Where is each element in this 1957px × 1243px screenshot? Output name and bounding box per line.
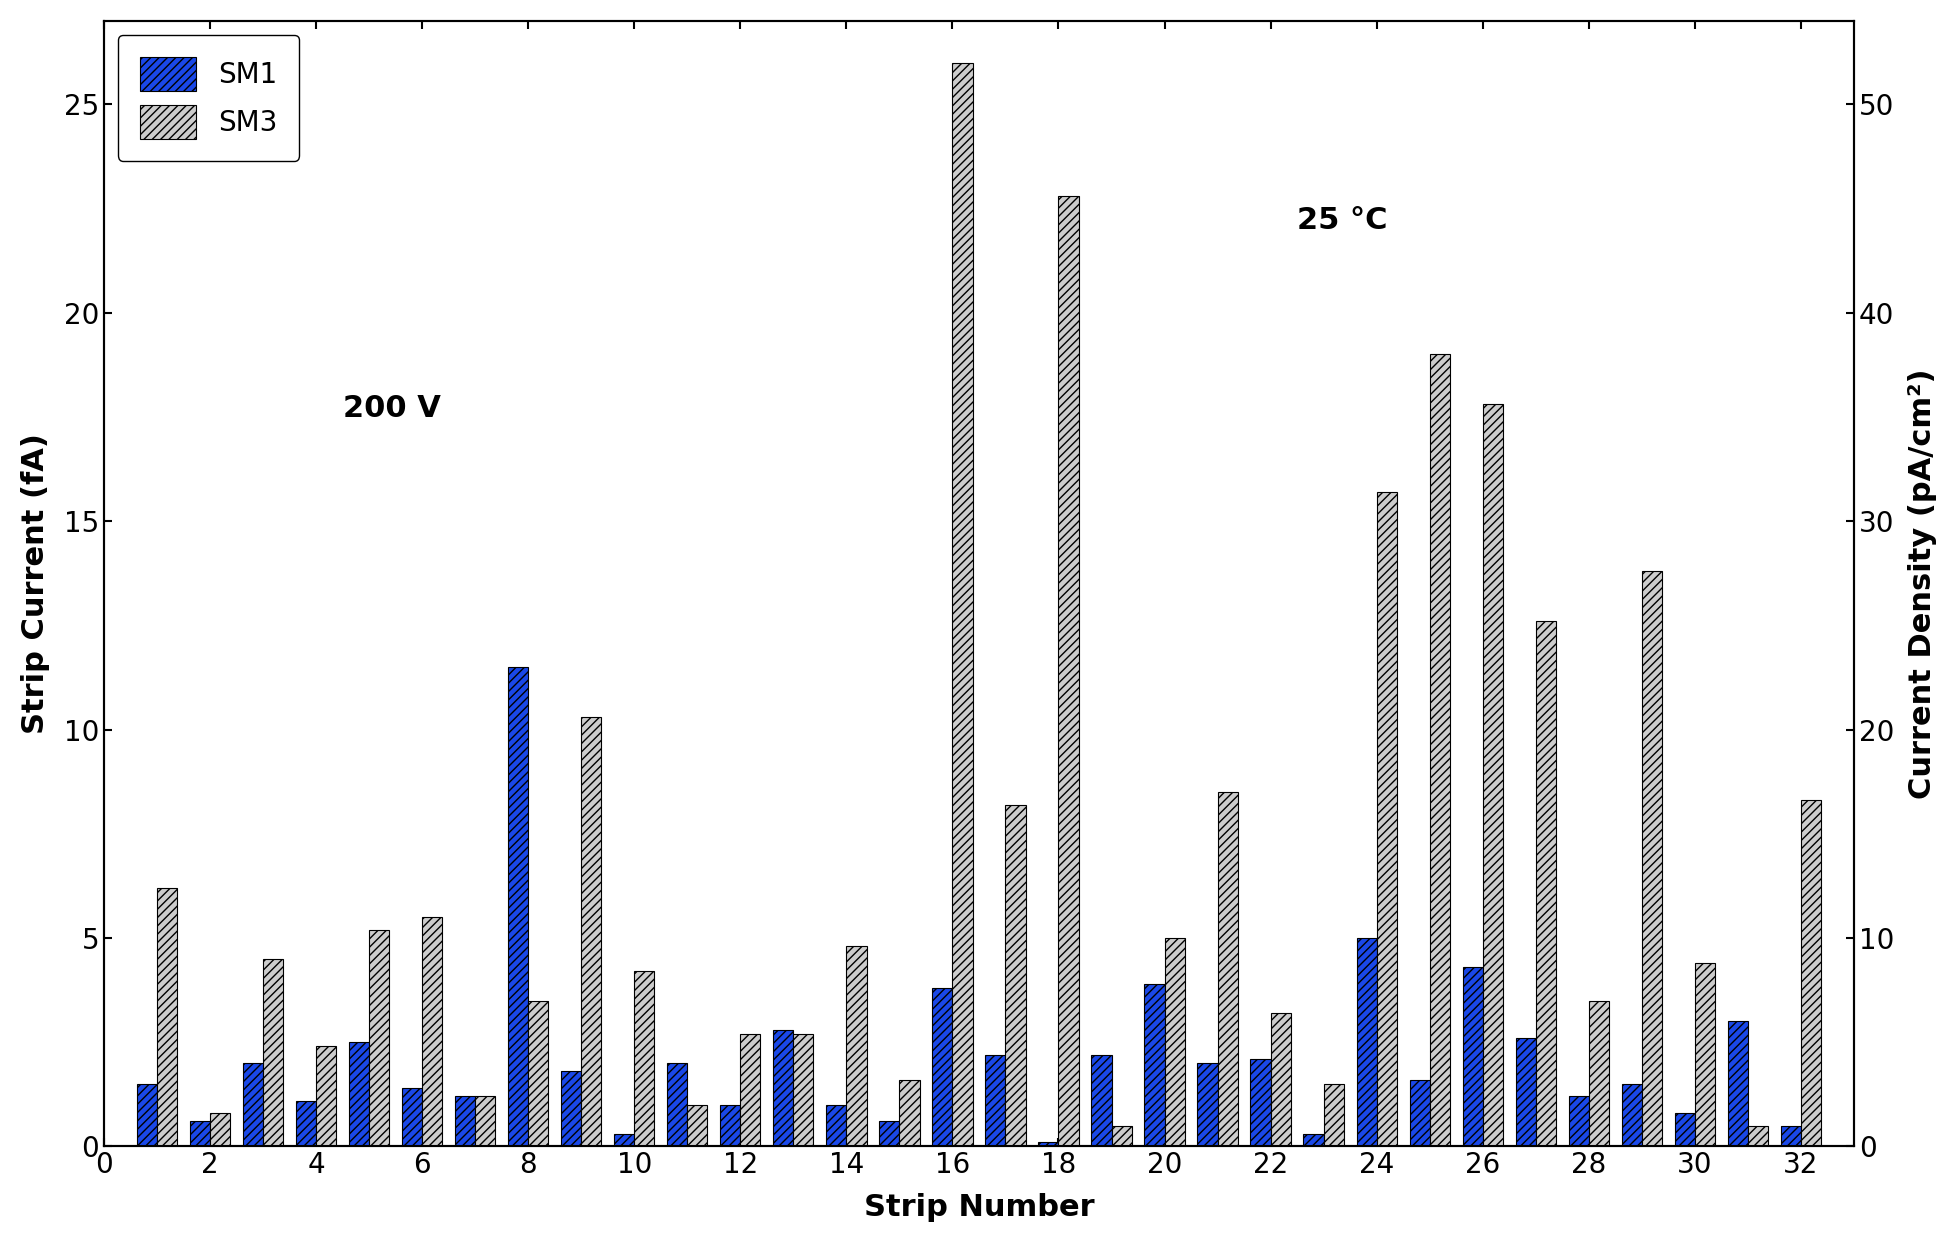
Bar (1515, 1038, 1534, 1146)
Bar (1006, 804, 1025, 1146)
Bar (454, 1096, 476, 1146)
Bar (348, 1042, 370, 1146)
Bar (773, 1029, 793, 1146)
Bar (1059, 196, 1078, 1146)
Bar (687, 1105, 706, 1146)
Bar (1620, 1084, 1642, 1146)
Bar (1037, 1142, 1059, 1146)
Bar (984, 1055, 1006, 1146)
Bar (1587, 1001, 1609, 1146)
Bar (1748, 1126, 1767, 1146)
Bar (634, 971, 654, 1146)
Bar (476, 1096, 495, 1146)
Bar (157, 888, 176, 1146)
Bar (296, 1100, 315, 1146)
Bar (1143, 983, 1164, 1146)
Bar (932, 988, 951, 1146)
Bar (898, 1080, 920, 1146)
Bar (1112, 1126, 1131, 1146)
Bar (507, 667, 528, 1146)
Bar (1642, 571, 1661, 1146)
Bar (1251, 1059, 1270, 1146)
Bar (793, 1034, 812, 1146)
Text: 200 V: 200 V (342, 394, 440, 423)
Bar (1409, 1080, 1429, 1146)
Y-axis label: Current Density (pA/cm²): Current Density (pA/cm²) (1908, 368, 1935, 799)
Bar (667, 1063, 687, 1146)
Bar (951, 62, 973, 1146)
Bar (1429, 354, 1448, 1146)
Bar (1673, 1112, 1695, 1146)
Bar (370, 930, 389, 1146)
Bar (1090, 1055, 1112, 1146)
Bar (1534, 622, 1556, 1146)
Bar (1356, 938, 1376, 1146)
Y-axis label: Strip Current (fA): Strip Current (fA) (22, 434, 49, 735)
Bar (879, 1121, 898, 1146)
Legend: SM1, SM3: SM1, SM3 (117, 35, 299, 160)
Bar (826, 1105, 845, 1146)
Bar (262, 958, 284, 1146)
Bar (401, 1088, 423, 1146)
Bar (1198, 1063, 1217, 1146)
Bar (315, 1047, 337, 1146)
Bar (1726, 1022, 1748, 1146)
Bar (243, 1063, 262, 1146)
Text: 25 °C: 25 °C (1296, 206, 1388, 235)
Bar (1303, 1134, 1323, 1146)
Bar (720, 1105, 740, 1146)
Bar (528, 1001, 548, 1146)
Bar (423, 917, 442, 1146)
Bar (1800, 800, 1820, 1146)
Bar (1270, 1013, 1290, 1146)
Bar (1376, 492, 1395, 1146)
Bar (209, 1112, 231, 1146)
Bar (581, 717, 601, 1146)
Bar (845, 946, 867, 1146)
Bar (1695, 963, 1714, 1146)
X-axis label: Strip Number: Strip Number (863, 1193, 1094, 1222)
Bar (190, 1121, 209, 1146)
Bar (562, 1071, 581, 1146)
Bar (1779, 1126, 1800, 1146)
Bar (1323, 1084, 1343, 1146)
Bar (614, 1134, 634, 1146)
Bar (1481, 404, 1503, 1146)
Bar (137, 1084, 157, 1146)
Bar (1217, 792, 1237, 1146)
Bar (1164, 938, 1184, 1146)
Bar (740, 1034, 759, 1146)
Bar (1462, 967, 1481, 1146)
Bar (1568, 1096, 1587, 1146)
